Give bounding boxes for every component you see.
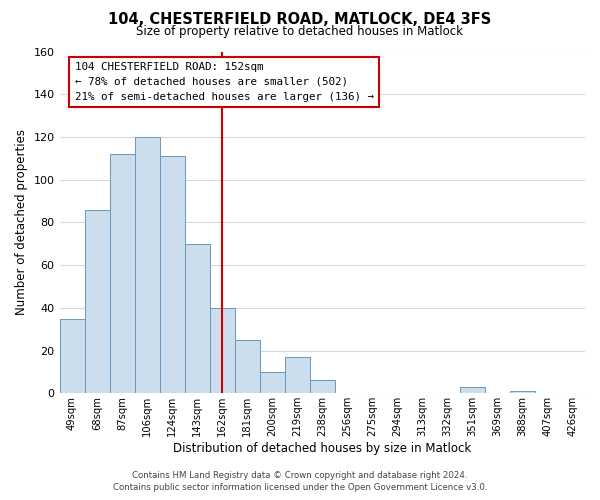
Text: 104, CHESTERFIELD ROAD, MATLOCK, DE4 3FS: 104, CHESTERFIELD ROAD, MATLOCK, DE4 3FS — [109, 12, 491, 28]
Bar — [59, 318, 85, 394]
Y-axis label: Number of detached properties: Number of detached properties — [15, 130, 28, 316]
Bar — [285, 357, 310, 394]
Bar — [134, 137, 160, 394]
Bar — [85, 210, 110, 394]
Bar — [260, 372, 285, 394]
Bar — [160, 156, 185, 394]
Bar — [460, 387, 485, 394]
Bar — [110, 154, 134, 394]
Bar — [209, 308, 235, 394]
Bar — [185, 244, 209, 394]
Bar — [235, 340, 260, 394]
Bar — [310, 380, 335, 394]
X-axis label: Distribution of detached houses by size in Matlock: Distribution of detached houses by size … — [173, 442, 472, 455]
Bar — [510, 391, 535, 394]
Text: Size of property relative to detached houses in Matlock: Size of property relative to detached ho… — [137, 25, 464, 38]
Text: Contains HM Land Registry data © Crown copyright and database right 2024.
Contai: Contains HM Land Registry data © Crown c… — [113, 471, 487, 492]
Text: 104 CHESTERFIELD ROAD: 152sqm
← 78% of detached houses are smaller (502)
21% of : 104 CHESTERFIELD ROAD: 152sqm ← 78% of d… — [74, 62, 374, 102]
